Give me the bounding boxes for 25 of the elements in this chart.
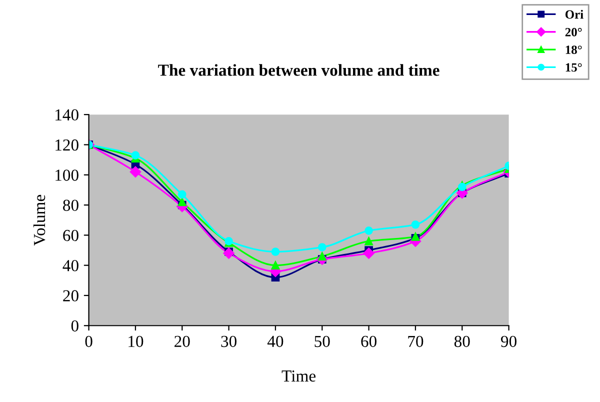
y-tick-label: 100	[56, 170, 78, 181]
x-tick-label: 70	[408, 336, 424, 348]
x-tick-label: 20	[174, 336, 190, 348]
x-tick-label: 0	[85, 336, 92, 348]
y-tick-label: 120	[56, 139, 78, 151]
x-tick-label: 40	[267, 336, 284, 348]
y-tick-label: 40	[62, 260, 78, 272]
y-axis-title: Volume	[33, 194, 46, 246]
y-tick-label: 140	[56, 109, 78, 121]
x-tick-label: 10	[128, 336, 144, 348]
y-tick-label: 20	[63, 290, 78, 302]
legend-label: 20°	[565, 28, 582, 36]
x-tick-label: 60	[361, 336, 376, 348]
x-tick-label: 50	[314, 336, 330, 348]
legend-label: Ori	[565, 10, 584, 19]
x-tick-label: 30	[221, 336, 236, 348]
y-tick-label: 80	[63, 200, 78, 211]
chart-title: The variation between volume and time	[158, 64, 440, 76]
legend-label: 15°	[566, 63, 582, 72]
x-tick-label: 80	[454, 336, 470, 348]
y-tick-label: 0	[71, 320, 78, 332]
x-axis-title: Time	[282, 370, 316, 382]
x-tick-label: 90	[501, 336, 516, 348]
y-tick-label: 60	[63, 230, 78, 242]
legend-label: 18°	[566, 46, 582, 54]
